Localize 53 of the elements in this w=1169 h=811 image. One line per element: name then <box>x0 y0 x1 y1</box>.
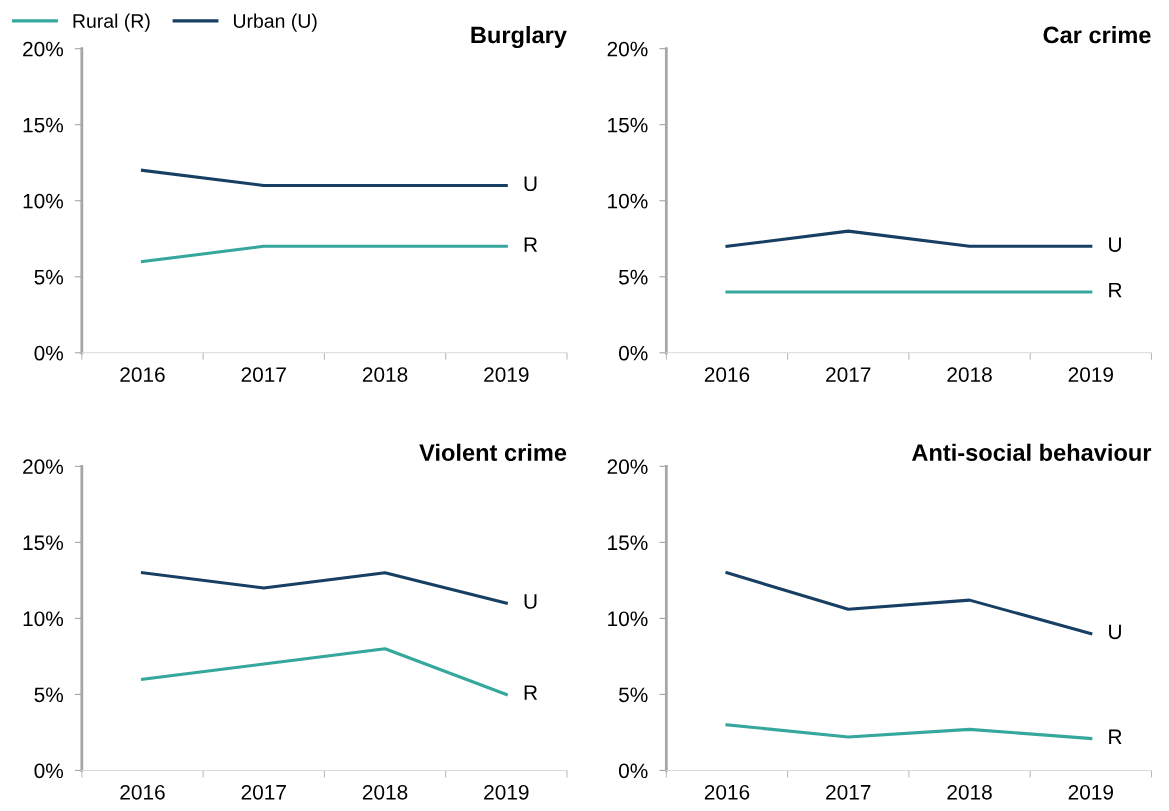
y-tick-label: 15% <box>23 117 64 133</box>
y-tick-label: 15% <box>23 535 64 551</box>
y-tick-label: 0% <box>34 345 64 361</box>
y-tick-label: 10% <box>23 193 64 209</box>
x-tick-label: 2017 <box>241 367 286 382</box>
y-tick-label: 15% <box>608 535 648 551</box>
x-tick-label: 2016 <box>120 367 165 382</box>
annotation: U <box>524 176 537 192</box>
x-tick-label: 2016 <box>704 784 750 800</box>
y-tick-label: 10% <box>608 611 648 627</box>
y-tick-label: 5% <box>34 269 64 285</box>
x-tick-label: 2016 <box>704 367 750 382</box>
annotation: R <box>1109 729 1122 744</box>
legend-label: Urban (U) <box>233 13 317 32</box>
y-tick-label: 20% <box>23 459 64 475</box>
line-series <box>140 647 508 696</box>
x-tick-label: 2017 <box>826 784 871 800</box>
y-tick-label: 15% <box>608 117 648 133</box>
annotation: U <box>524 594 537 609</box>
x-tick-label: 2019 <box>1068 367 1114 382</box>
x-tick-label: 2018 <box>362 784 408 800</box>
line-series <box>725 571 1093 636</box>
x-tick-label: 2019 <box>1068 784 1114 800</box>
y-tick-label: 0% <box>618 763 648 779</box>
x-tick-label: 2016 <box>120 784 165 800</box>
annotation: R <box>524 237 538 252</box>
y-tick-label: 5% <box>619 687 648 703</box>
annotation: U <box>1109 237 1121 252</box>
line-series <box>725 723 1093 741</box>
y-tick-label: 10% <box>608 193 648 209</box>
y-tick-label: 5% <box>34 687 64 703</box>
annotation: U <box>1109 624 1121 640</box>
y-tick-label: 5% <box>619 269 648 285</box>
x-tick-label: 2019 <box>484 784 529 800</box>
x-tick-label: 2018 <box>947 784 992 800</box>
x-tick-label: 2017 <box>241 784 286 800</box>
chart-title: Anti-social behaviour <box>911 443 1152 461</box>
y-tick-label: 0% <box>618 345 648 361</box>
y-tick-label: 10% <box>23 611 64 627</box>
x-tick-label: 2018 <box>947 367 992 382</box>
y-tick-label: 20% <box>23 41 64 57</box>
y-tick-label: 0% <box>34 763 64 779</box>
x-tick-label: 2018 <box>362 367 408 382</box>
y-tick-label: 20% <box>607 459 648 475</box>
chart-title: Violent crime <box>419 443 567 461</box>
chart-title: Burglary <box>471 25 567 49</box>
chart-title: Car crime <box>1043 25 1151 44</box>
x-tick-label: 2017 <box>826 367 871 382</box>
x-tick-label: 2019 <box>484 367 529 382</box>
annotation: R <box>1109 283 1122 298</box>
y-tick-label: 20% <box>607 41 648 57</box>
annotation: R <box>524 685 538 700</box>
legend-label: Rural (R) <box>73 13 150 32</box>
